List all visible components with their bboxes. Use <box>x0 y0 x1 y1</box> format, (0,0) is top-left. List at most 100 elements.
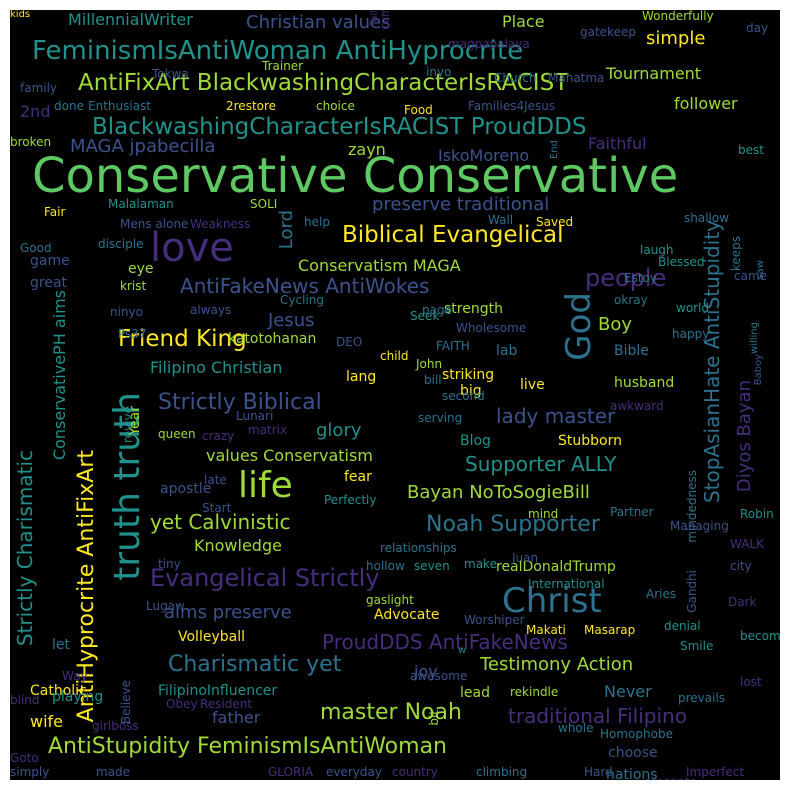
cloud-word: End <box>549 140 560 160</box>
cloud-word: climbing <box>476 765 528 779</box>
cloud-word: nations <box>606 767 658 780</box>
cloud-word: Supporter ALLY <box>465 452 617 476</box>
cloud-word: always <box>190 303 232 317</box>
cloud-word: Lugaw <box>146 599 185 613</box>
cloud-word: blind <box>10 693 40 707</box>
cloud-word: Bible <box>614 343 649 359</box>
cloud-word: best <box>738 143 764 157</box>
cloud-word: ConservativePH aims <box>50 290 69 461</box>
cloud-word: saw <box>755 260 766 280</box>
cloud-word: great <box>30 275 68 291</box>
cloud-word: late <box>204 473 227 487</box>
cloud-word: Worshiper <box>464 613 525 627</box>
cloud-word: Imperfect <box>686 765 745 779</box>
cloud-word: Seek <box>410 309 440 323</box>
cloud-word: Stubborn <box>558 433 622 449</box>
cloud-word: okray <box>614 293 648 307</box>
cloud-word: Lord <box>276 210 297 250</box>
cloud-word: AntiStupidity FeminismIsAntiWoman <box>48 734 447 759</box>
cloud-word: Start <box>202 501 232 515</box>
cloud-word: game <box>30 253 70 269</box>
cloud-word: city <box>730 559 752 573</box>
cloud-word: Food <box>404 103 433 117</box>
cloud-word: realDonaldTrump <box>496 559 616 575</box>
cloud-word: ProudDDS AntiFakeNews <box>322 630 568 654</box>
cloud-word: Wholesome <box>456 321 527 335</box>
cloud-word: Diyos Bayan <box>734 380 755 493</box>
cloud-word: kids <box>10 10 31 20</box>
cloud-word: Gandhi <box>685 570 699 613</box>
cloud-word: choice <box>316 99 355 113</box>
cloud-word: Tokwa <box>152 67 189 81</box>
cloud-word: live <box>520 377 545 393</box>
cloud-word: preserve traditional <box>372 194 550 215</box>
cloud-word: Tall <box>369 10 380 27</box>
cloud-word: queen <box>158 427 196 441</box>
cloud-word: Partner <box>610 505 654 519</box>
cloud-word: Robin <box>740 507 774 521</box>
cloud-word: everyday <box>326 765 382 779</box>
cloud-word: Faithful <box>588 134 647 153</box>
cloud-word: done <box>54 99 84 113</box>
cloud-word: wife <box>30 712 64 731</box>
cloud-word: Cycling <box>280 293 324 307</box>
cloud-word: mind <box>528 507 559 521</box>
cloud-word: disciple <box>98 237 144 251</box>
cloud-word: serving <box>418 411 463 425</box>
cloud-word: AntiFakeNews AntiWokes <box>180 274 430 298</box>
cloud-word: joy <box>414 662 438 681</box>
cloud-word: Conservative Conservative <box>32 148 679 204</box>
cloud-word: eye <box>128 261 154 277</box>
cloud-word: 2nd <box>20 102 51 121</box>
cloud-word: bit <box>427 710 441 726</box>
cloud-word: Baboy <box>753 354 764 386</box>
cloud-word: Christ <box>502 581 602 621</box>
cloud-word: prevails <box>678 691 726 705</box>
cloud-word: playing <box>52 689 104 705</box>
cloud-word: MillennialWriter <box>68 10 193 29</box>
cloud-word: Families4Jesus <box>468 99 556 113</box>
cloud-word: lead <box>460 685 490 701</box>
cloud-word: Dark <box>728 595 757 609</box>
cloud-word: presente <box>644 776 697 780</box>
cloud-word: Mahatma <box>548 71 605 85</box>
cloud-word: tiny <box>158 557 181 571</box>
cloud-word: AntiFixArt BlackwashingCharacterIsRACIST <box>78 70 569 96</box>
cloud-word: big <box>460 383 482 399</box>
cloud-word: lang <box>346 369 377 385</box>
cloud-word: simple <box>646 28 706 49</box>
cloud-word: Boy <box>598 314 633 335</box>
cloud-word: Never <box>604 682 652 701</box>
cloud-word: husband <box>614 375 675 391</box>
cloud-word: choose <box>608 745 658 761</box>
cloud-word: Fair <box>44 205 66 219</box>
cloud-word: aims preserve <box>164 602 292 623</box>
cloud-word: Noah Supporter <box>426 512 600 537</box>
cloud-word: Good <box>20 241 52 255</box>
cloud-word: Church <box>494 71 537 85</box>
cloud-word: w <box>458 645 467 656</box>
cloud-word: Perfectly <box>324 493 377 507</box>
cloud-word: Managing <box>670 519 729 533</box>
cloud-word: Blessed <box>658 255 705 269</box>
cloud-word: whole <box>558 721 594 735</box>
cloud-word: lab <box>496 343 518 359</box>
cloud-word: Trainer <box>262 59 304 73</box>
cloud-word: God <box>559 292 599 361</box>
cloud-word: striking <box>442 367 495 383</box>
cloud-word: Masarap <box>584 623 636 637</box>
cloud-word: denial <box>664 619 701 633</box>
cloud-word: Saved <box>536 215 574 229</box>
cloud-word: laugh <box>640 243 674 257</box>
cloud-word: Weakness <box>190 217 251 231</box>
cloud-word: awesome <box>410 669 468 683</box>
cloud-word: MAGA jpabecilla <box>70 136 216 157</box>
cloud-word: traditional Filipino <box>508 704 687 728</box>
cloud-word: glory <box>316 420 362 441</box>
cloud-word: came <box>734 269 768 283</box>
cloud-word: yet Calvinistic <box>150 510 291 534</box>
cloud-word: Advocate <box>374 607 440 623</box>
cloud-word: Charismatic yet <box>168 652 342 677</box>
cloud-word: father <box>212 708 261 727</box>
cloud-word: day <box>746 21 769 35</box>
